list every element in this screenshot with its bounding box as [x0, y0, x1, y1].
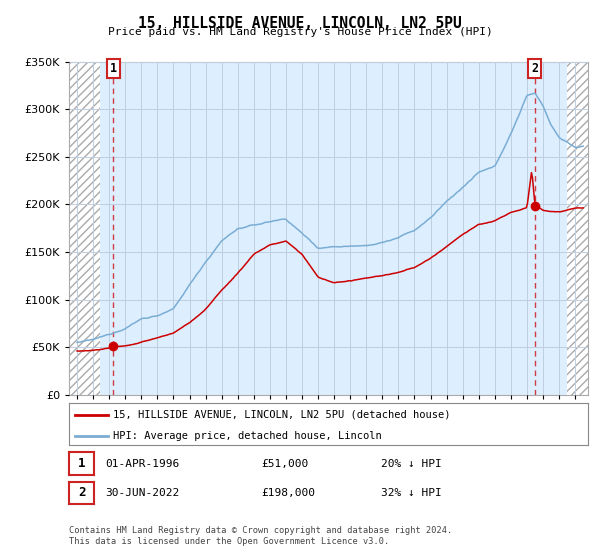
- Text: 1: 1: [78, 457, 85, 470]
- Bar: [69, 62, 100, 395]
- Text: Price paid vs. HM Land Registry's House Price Index (HPI): Price paid vs. HM Land Registry's House …: [107, 27, 493, 37]
- Text: 01-APR-1996: 01-APR-1996: [105, 459, 179, 469]
- Text: 15, HILLSIDE AVENUE, LINCOLN, LN2 5PU (detached house): 15, HILLSIDE AVENUE, LINCOLN, LN2 5PU (d…: [113, 410, 451, 420]
- Text: 32% ↓ HPI: 32% ↓ HPI: [381, 488, 442, 498]
- Text: 15, HILLSIDE AVENUE, LINCOLN, LN2 5PU: 15, HILLSIDE AVENUE, LINCOLN, LN2 5PU: [138, 16, 462, 31]
- Text: 2: 2: [532, 62, 539, 74]
- Text: 30-JUN-2022: 30-JUN-2022: [105, 488, 179, 498]
- Text: Contains HM Land Registry data © Crown copyright and database right 2024.
This d: Contains HM Land Registry data © Crown c…: [69, 526, 452, 546]
- Text: 2: 2: [78, 486, 85, 500]
- Text: 20% ↓ HPI: 20% ↓ HPI: [381, 459, 442, 469]
- Text: 1: 1: [110, 62, 117, 74]
- Text: £51,000: £51,000: [261, 459, 308, 469]
- Bar: [567, 62, 588, 395]
- Text: £198,000: £198,000: [261, 488, 315, 498]
- Text: HPI: Average price, detached house, Lincoln: HPI: Average price, detached house, Linc…: [113, 431, 382, 441]
